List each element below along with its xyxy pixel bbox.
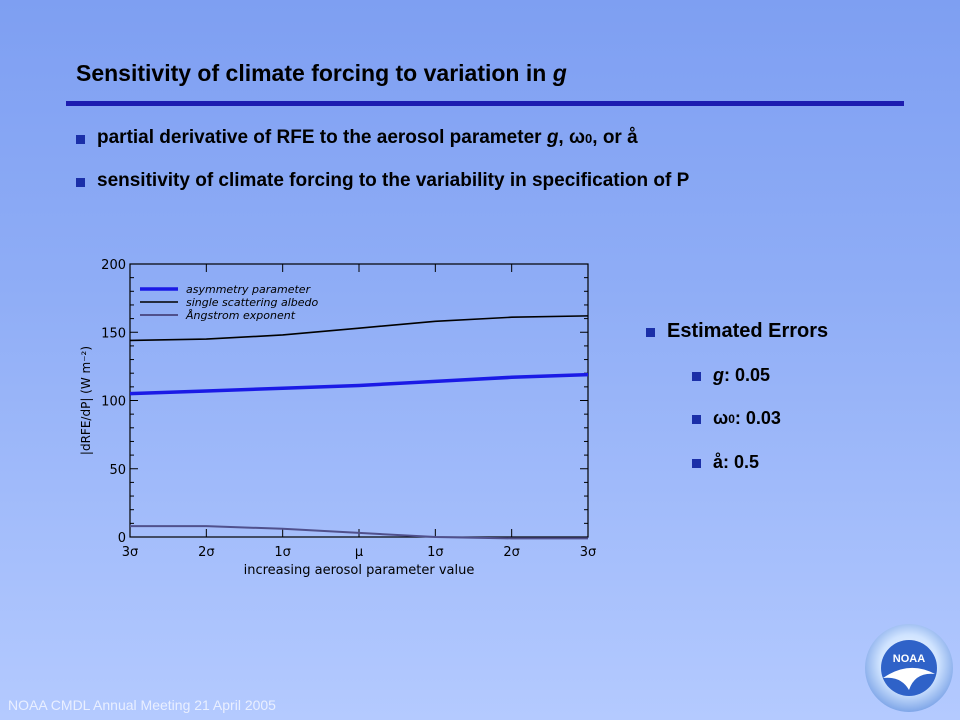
error-item-value: : 0.03 — [734, 408, 781, 428]
error-item-value: : 0.05 — [724, 365, 771, 385]
footer-text: NOAA CMDL Annual Meeting 21 April 2005 — [8, 697, 276, 713]
x-tick-label: 2σ — [198, 545, 215, 560]
bullet-text-pre: partial derivative of RFE to the aerosol… — [97, 127, 542, 148]
y-axis-label: |dRFE/dP| (W m⁻²) — [79, 346, 93, 455]
bullet-text-post: , or å — [592, 127, 638, 148]
x-tick-label: 3σ — [122, 545, 139, 560]
slide-title-variable: g — [552, 60, 567, 86]
y-tick-label: 50 — [109, 463, 126, 478]
series-line — [129, 315, 589, 342]
error-item-subscript: 0 — [728, 411, 735, 426]
bullet-text-mid: , ω — [558, 127, 586, 148]
bullet-var-g: g — [546, 127, 559, 148]
error-item-label: ω — [713, 408, 729, 428]
y-tick-label: 200 — [101, 258, 126, 273]
noaa-logo: NOAA — [865, 624, 953, 712]
x-tick-label: 2σ — [503, 545, 520, 560]
legend-label: Ångstrom exponent — [185, 309, 296, 322]
series-line — [129, 372, 589, 396]
error-item-angstrom: å: 0.5 — [692, 452, 759, 473]
bullet-square-icon — [76, 177, 85, 187]
estimated-errors-heading: Estimated Errors — [646, 320, 828, 343]
x-axis-label: increasing aerosol parameter value — [244, 563, 475, 578]
x-tick-label: μ — [355, 545, 363, 560]
bullet-sensitivity: sensitivity of climate forcing to the va… — [76, 170, 689, 192]
x-tick-label: 1σ — [427, 545, 444, 560]
sensitivity-chart: 0 50 100 150 200 3σ 2σ 1σ μ 1σ 2σ 3σ increasing aero… — [79, 258, 597, 578]
error-item-label: å — [713, 452, 724, 472]
bullet-square-icon — [692, 459, 701, 468]
title-divider — [66, 101, 904, 106]
bullet-square-icon — [692, 415, 701, 424]
y-tick-label: 100 — [101, 395, 126, 410]
legend-label: asymmetry parameter — [186, 283, 312, 296]
bullet-text: sensitivity of climate forcing to the va… — [97, 170, 690, 191]
bullet-subscript: 0 — [585, 130, 593, 146]
series-line — [130, 525, 588, 540]
x-tick-label: 1σ — [274, 545, 291, 560]
slide-title-prefix: Sensitivity of climate forcing to variat… — [76, 60, 553, 86]
error-item-value: : 0.5 — [723, 452, 760, 472]
bullet-square-icon — [646, 328, 655, 337]
x-tick-label: 3σ — [580, 545, 597, 560]
bullet-partial-derivative: partial derivative of RFE to the aerosol… — [76, 127, 638, 149]
legend-label: single scattering albedo — [186, 296, 319, 309]
bullet-square-icon — [692, 372, 701, 381]
estimated-errors-label: Estimated Errors — [667, 320, 829, 342]
y-tick-label: 0 — [118, 531, 126, 546]
logo-text: NOAA — [893, 653, 925, 665]
bullet-square-icon — [76, 134, 85, 144]
error-item-label: g — [713, 365, 724, 385]
y-tick-label: 150 — [101, 326, 126, 341]
slide-title: Sensitivity of climate forcing to variat… — [76, 60, 567, 87]
error-item-g: g: 0.05 — [692, 365, 770, 386]
